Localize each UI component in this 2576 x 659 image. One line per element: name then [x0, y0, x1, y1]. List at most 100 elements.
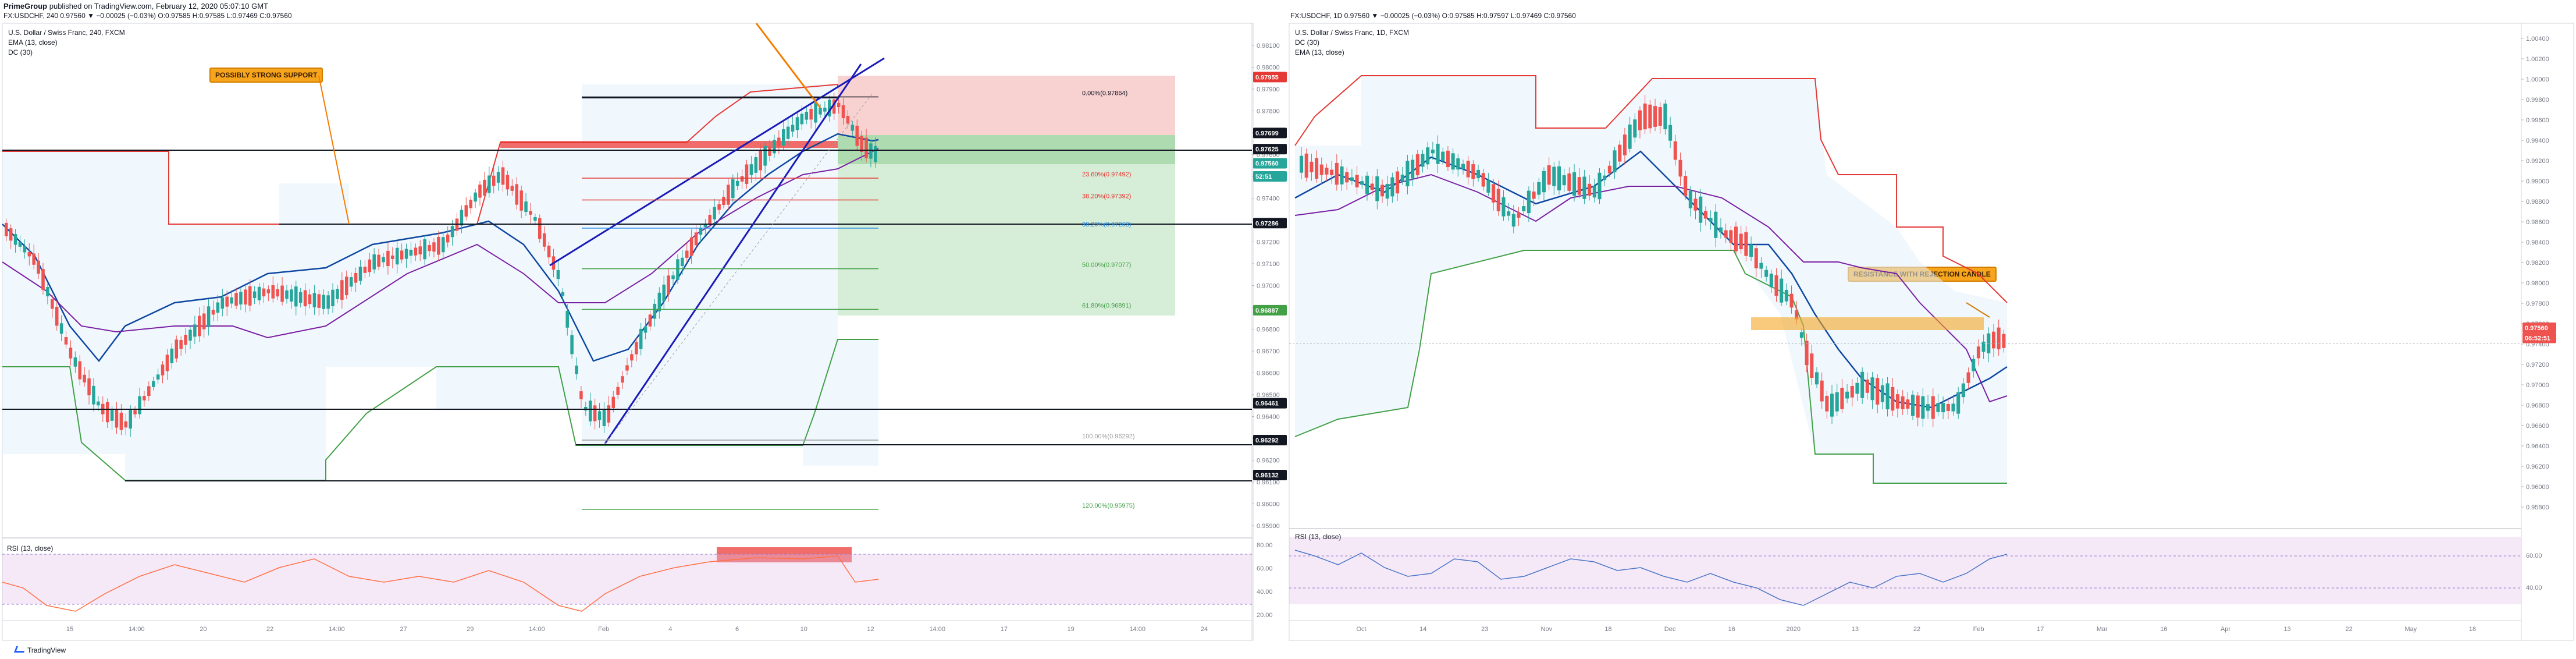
left-rsi-label[interactable]: RSI (13, close) [7, 544, 54, 552]
right-candle [1673, 141, 1677, 160]
left-candle [597, 411, 602, 420]
right-candle [1709, 218, 1713, 222]
left-price-tick: 0.96600 [1257, 370, 1280, 377]
right-candle [1415, 154, 1419, 176]
right-candle [1355, 175, 1359, 187]
left-candle [579, 391, 583, 399]
right-candle [1901, 396, 1905, 409]
right-candle [1431, 149, 1435, 154]
tradingview-logo-icon [13, 646, 27, 653]
right-price-badge [2522, 332, 2556, 343]
left-candle [257, 286, 261, 300]
right-legend-ema[interactable]: EMA (13, close) [1295, 48, 1344, 56]
right-candle [2002, 334, 2006, 348]
left-candle [230, 297, 233, 304]
right-time-axis[interactable]: Oct 14 23 Nov 18 Dec 16 2020 13 22 Feb 17 Mar 16 Apr 13… [1356, 626, 2476, 633]
left-time-tick: 14:00 [129, 626, 145, 633]
left-candle [616, 387, 620, 395]
left-candle [855, 125, 859, 146]
right-candle [1360, 181, 1364, 185]
left-candle [740, 176, 744, 182]
left-legend-dc[interactable]: DC (30) [8, 48, 33, 56]
left-price-badge-label: 0.96461 [1255, 401, 1279, 408]
resistance-zone [1751, 317, 1984, 330]
left-candle [823, 107, 827, 112]
left-candle [524, 201, 528, 212]
left-candle [860, 136, 863, 153]
right-rsi-label[interactable]: RSI (13, close) [1295, 533, 1342, 541]
left-candle [326, 295, 330, 309]
right-candle [1921, 396, 1925, 419]
right-candle [1789, 293, 1794, 308]
right-candle [1304, 153, 1308, 178]
right-rsi-tick: 60.00 [2526, 552, 2542, 559]
left-candle [198, 316, 201, 336]
right-candle [1310, 161, 1314, 172]
left-rsi-tick: 20.00 [1257, 612, 1273, 619]
left-candle [115, 409, 119, 428]
right-candle [1350, 177, 1354, 181]
right-candle [1769, 274, 1773, 288]
right-candle [1718, 227, 1723, 233]
right-candle [1562, 175, 1566, 186]
right-candle [1517, 213, 1521, 218]
left-candle [676, 259, 679, 280]
left-candle [588, 401, 592, 421]
support-annotation[interactable]: POSSIBLY STRONG SUPPORT [209, 68, 323, 83]
right-price-tick: 0.96400 [2526, 443, 2549, 450]
right-candle [1931, 396, 1935, 419]
left-price-tick: 0.96400 [1257, 414, 1280, 421]
left-candle [538, 218, 542, 239]
left-price-badge [1253, 171, 1287, 182]
left-candle [216, 302, 220, 313]
left-candle [501, 167, 505, 185]
publisher-name[interactable]: PrimeGroup [3, 2, 48, 10]
brand-footer[interactable]: TradingView [13, 646, 66, 654]
right-candle [1532, 192, 1536, 199]
left-candles [5, 93, 877, 437]
left-time-tick: 14:00 [929, 626, 945, 633]
right-candle [1426, 147, 1430, 165]
right-candle [1684, 176, 1688, 196]
left-time-axis[interactable]: 15 14:00 20 22 14:00 27 29 14:00 Feb 4 6 10 12 14:00 1… [66, 626, 1208, 633]
left-candle [483, 179, 486, 196]
left-candle [358, 267, 362, 281]
right-legend-dc[interactable]: DC (30) [1295, 38, 1320, 47]
left-legend-ema[interactable]: EMA (13, close) [8, 38, 58, 47]
left-candle [869, 143, 873, 159]
left-candle [781, 129, 785, 146]
right-time-tick: 16 [1728, 626, 1735, 633]
left-candle [211, 310, 215, 315]
left-price-axis[interactable]: 0.981000.980000.979000.978000.977000.976… [1252, 42, 1287, 619]
left-candle [533, 217, 537, 221]
left-time-tick: 4 [668, 626, 672, 633]
left-candle [51, 299, 54, 309]
right-price-tick: 0.98000 [2526, 280, 2549, 287]
right-price-tick: 0.99200 [2526, 158, 2549, 165]
right-candle [1476, 169, 1481, 179]
left-price-tick: 0.97400 [1257, 196, 1280, 203]
right-price-tick: 0.99800 [2526, 97, 2549, 104]
right-dc-upper-line [1294, 75, 2008, 303]
right-time-tick: Nov [1541, 626, 1553, 633]
left-candle [234, 293, 238, 306]
left-candle [78, 361, 82, 380]
left-time-tick: 10 [800, 626, 807, 633]
left-candle [244, 289, 247, 305]
left-price-badge [1253, 72, 1287, 83]
left-candle [450, 226, 454, 238]
right-candle [1315, 158, 1319, 179]
left-candle [18, 242, 22, 247]
right-candle [1951, 403, 1955, 412]
right-candle [1451, 153, 1455, 170]
right-time-tick: 22 [2346, 626, 2353, 633]
right-price-axis[interactable]: 1.00400 1.00200 1.00000 0.99800 0.99600 0.994… [2521, 36, 2556, 591]
right-candle [1365, 175, 1369, 194]
left-candle [298, 292, 303, 303]
left-candle [492, 175, 496, 186]
resistance-box [500, 141, 838, 148]
right-quote-line: FX:USDCHF, 1D 0.97560 ▼ −0.00025 (−0.03%… [1290, 12, 1576, 20]
left-candle [55, 306, 59, 326]
right-price-tick: 0.95800 [2526, 504, 2549, 511]
